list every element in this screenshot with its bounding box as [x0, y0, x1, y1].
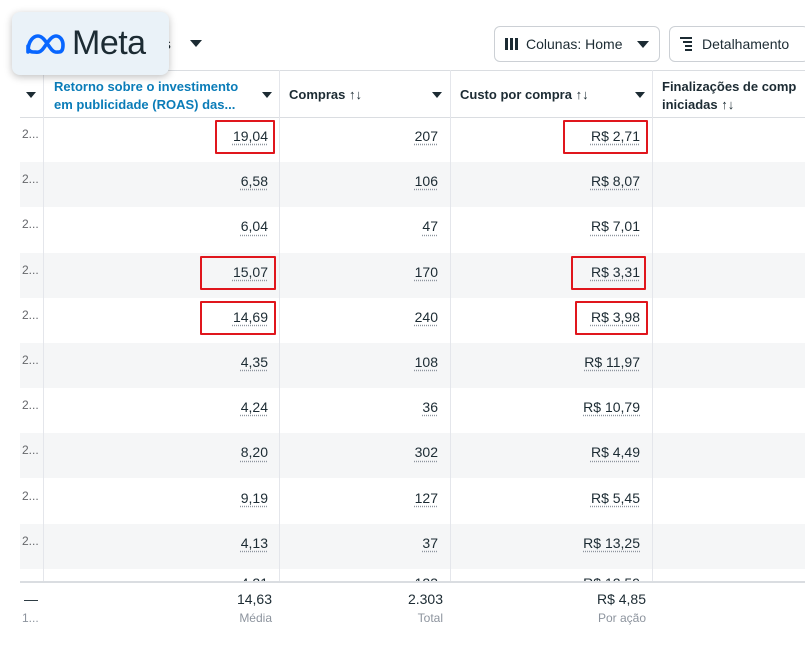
row-name-fragment[interactable]: 2... — [22, 443, 39, 458]
cell-custo[interactable]: R$ 3,98 — [590, 308, 640, 325]
column-header-finalizacoes-line2: iniciadas ↑↓ — [662, 97, 735, 112]
chevron-down-icon[interactable] — [432, 92, 442, 98]
cell-custo[interactable]: R$ 4,49 — [590, 444, 640, 461]
table-row[interactable]: 2... 4,24 36 R$ 10,79 — [20, 388, 805, 433]
highlight-box-roas — [200, 300, 276, 335]
chevron-down-icon[interactable] — [26, 92, 36, 98]
table-header: Retorno sobre o investimento em publicid… — [20, 70, 805, 118]
cell-roas[interactable]: 6,58 — [240, 173, 268, 190]
table-footer-totals: — 1... 14,63 Média 2.303 Total R$ 4,85 P… — [20, 581, 805, 655]
footer-roas-label: Média — [239, 611, 272, 625]
row-name-fragment[interactable]: 2... — [22, 488, 39, 503]
footer-roas-value: 14,63 — [236, 591, 272, 607]
column-divider — [279, 70, 280, 655]
chevron-down-icon[interactable] — [190, 40, 202, 47]
column-header-compras[interactable]: Compras ↑↓ — [289, 87, 362, 102]
table-row[interactable]: 2... 15,07 170 R$ 3,31 — [20, 252, 805, 298]
cell-custo[interactable]: R$ 11,97 — [584, 354, 640, 370]
column-header-roas-line1: Retorno sobre o investimento — [54, 79, 239, 94]
table-row[interactable]: 2... 6,04 47 R$ 7,01 — [20, 207, 805, 252]
column-header-custo[interactable]: Custo por compra ↑↓ — [460, 87, 589, 102]
table-row[interactable]: 2... 4,13 37 R$ 13,25 — [20, 523, 805, 569]
row-name-fragment[interactable]: 2... — [22, 127, 39, 141]
partial-cell-roas: 4,21 — [220, 575, 268, 583]
chevron-down-icon[interactable] — [262, 92, 272, 98]
highlight-box-roas — [200, 255, 276, 290]
footer-fragment: — — [24, 591, 38, 607]
cell-compras[interactable]: 207 — [414, 128, 438, 144]
cell-compras[interactable]: 127 — [414, 489, 438, 506]
highlight-box-custo — [575, 300, 648, 335]
columns-button-label: Colunas: Home — [526, 36, 623, 52]
row-name-fragment[interactable]: 2... — [22, 262, 39, 277]
row-name-fragment[interactable]: 2... — [22, 307, 39, 322]
column-header-finalizacoes[interactable]: Finalizações de comp iniciadas ↑↓ — [662, 71, 805, 117]
highlight-box-roas — [215, 120, 275, 154]
meta-logo: Meta — [12, 12, 169, 75]
footer-compras-value: 2.303 — [407, 591, 443, 607]
cell-roas[interactable]: 8,20 — [240, 444, 268, 461]
column-header-roas[interactable]: Retorno sobre o investimento em publicid… — [54, 71, 264, 117]
table-row[interactable]: 2... 19,04 207 R$ 2,71 — [20, 117, 805, 162]
cell-compras[interactable]: 170 — [414, 263, 438, 280]
cell-roas[interactable]: 9,19 — [240, 489, 268, 506]
row-name-fragment[interactable]: 2... — [22, 398, 39, 413]
row-name-fragment[interactable]: 2... — [22, 533, 39, 548]
cell-compras[interactable]: 302 — [414, 444, 438, 461]
cell-custo[interactable]: R$ 13,25 — [583, 534, 640, 551]
highlight-box-custo — [571, 255, 646, 290]
cell-roas[interactable]: 19,04 — [232, 128, 268, 144]
breakdown-button[interactable]: Detalhamento — [669, 26, 805, 62]
table-row[interactable]: 2... 6,58 106 R$ 8,07 — [20, 162, 805, 208]
cell-compras[interactable]: 106 — [414, 173, 438, 190]
highlight-box-custo — [563, 120, 648, 154]
cell-roas[interactable]: 6,04 — [240, 218, 268, 235]
cell-custo[interactable]: R$ 3,31 — [590, 263, 640, 280]
cell-custo[interactable]: R$ 10,79 — [583, 399, 640, 416]
table-row[interactable]: 2... 4,35 108 R$ 11,97 — [20, 343, 805, 388]
column-header-finalizacoes-line1: Finalizações de comp — [662, 79, 797, 94]
cell-roas[interactable]: 4,13 — [240, 534, 268, 551]
column-divider — [652, 70, 653, 655]
footer-compras-label: Total — [417, 611, 443, 625]
columns-icon — [505, 38, 518, 50]
row-name-fragment[interactable]: 2... — [22, 172, 39, 187]
cell-roas[interactable]: 4,35 — [240, 354, 268, 370]
table-row[interactable]: 2... 8,20 302 R$ 4,49 — [20, 433, 805, 479]
row-name-fragment[interactable]: 2... — [22, 353, 39, 367]
cell-compras[interactable]: 47 — [422, 218, 438, 235]
breakdown-button-label: Detalhamento — [702, 36, 790, 52]
cell-compras[interactable]: 108 — [414, 354, 438, 370]
cell-roas[interactable]: 4,24 — [240, 399, 268, 416]
breakdown-icon — [680, 37, 692, 51]
column-divider — [450, 70, 451, 655]
chevron-down-icon — [636, 40, 649, 48]
cell-custo[interactable]: R$ 5,45 — [590, 489, 640, 506]
meta-infinity-icon — [26, 33, 65, 54]
chevron-down-icon[interactable] — [635, 92, 645, 98]
footer-custo-label: Por ação — [597, 611, 646, 625]
meta-logo-text: Meta — [72, 24, 146, 62]
partial-cell-custo: R$ 12,59 — [560, 575, 640, 583]
partial-cell-compras: 123 — [388, 575, 438, 583]
cell-roas[interactable]: 14,69 — [232, 308, 268, 325]
cell-compras[interactable]: 36 — [422, 399, 438, 416]
table-row[interactable]: 2... 9,19 127 R$ 5,45 — [20, 479, 805, 524]
column-divider — [43, 70, 44, 655]
row-name-fragment[interactable]: 2... — [22, 217, 39, 232]
cell-compras[interactable]: 240 — [414, 308, 438, 325]
cell-custo[interactable]: R$ 2,71 — [590, 128, 640, 144]
cell-custo[interactable]: R$ 7,01 — [590, 218, 640, 235]
columns-button[interactable]: Colunas: Home — [494, 26, 660, 62]
column-header-roas-line2: em publicidade (ROAS) das... — [54, 97, 236, 112]
cell-roas[interactable]: 15,07 — [232, 263, 268, 280]
cell-custo[interactable]: R$ 8,07 — [590, 173, 640, 190]
footer-custo-value: R$ 4,85 — [596, 591, 646, 607]
cell-compras[interactable]: 37 — [422, 534, 438, 551]
footer-fragment-label: 1... — [22, 611, 39, 625]
table-row[interactable]: 2... 14,69 240 R$ 3,98 — [20, 298, 805, 343]
